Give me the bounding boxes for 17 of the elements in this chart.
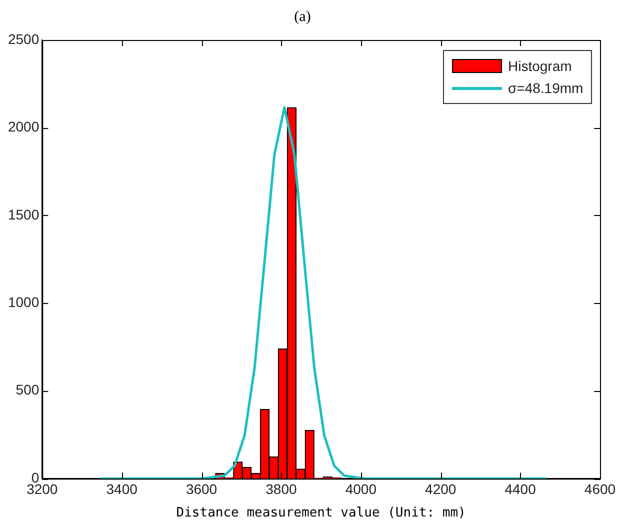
y-tick-label: 500 [16,382,40,398]
x-tick-label: 4000 [345,480,377,497]
y-tick-label: 0 [31,469,40,486]
y-tick-label: 2000 [8,118,40,135]
x-axis-title: Distance measurement value (Unit: mm) [176,506,466,521]
x-tick-label: 4400 [504,480,536,497]
x-tick-label: 4200 [425,480,456,497]
legend-label: σ=48.19mm [508,80,584,96]
x-tick-label: 4600 [584,480,616,497]
x-tick-label: 3400 [106,480,138,497]
legend-label: Histogram [508,58,572,74]
chart-title: (a) [294,8,311,25]
x-tick-label: 3600 [186,480,218,497]
y-tick-label: 2500 [8,30,40,47]
y-tick-label: 1000 [8,294,40,310]
x-tick-label: 3800 [266,480,298,497]
y-tick-label: 1500 [8,206,40,222]
